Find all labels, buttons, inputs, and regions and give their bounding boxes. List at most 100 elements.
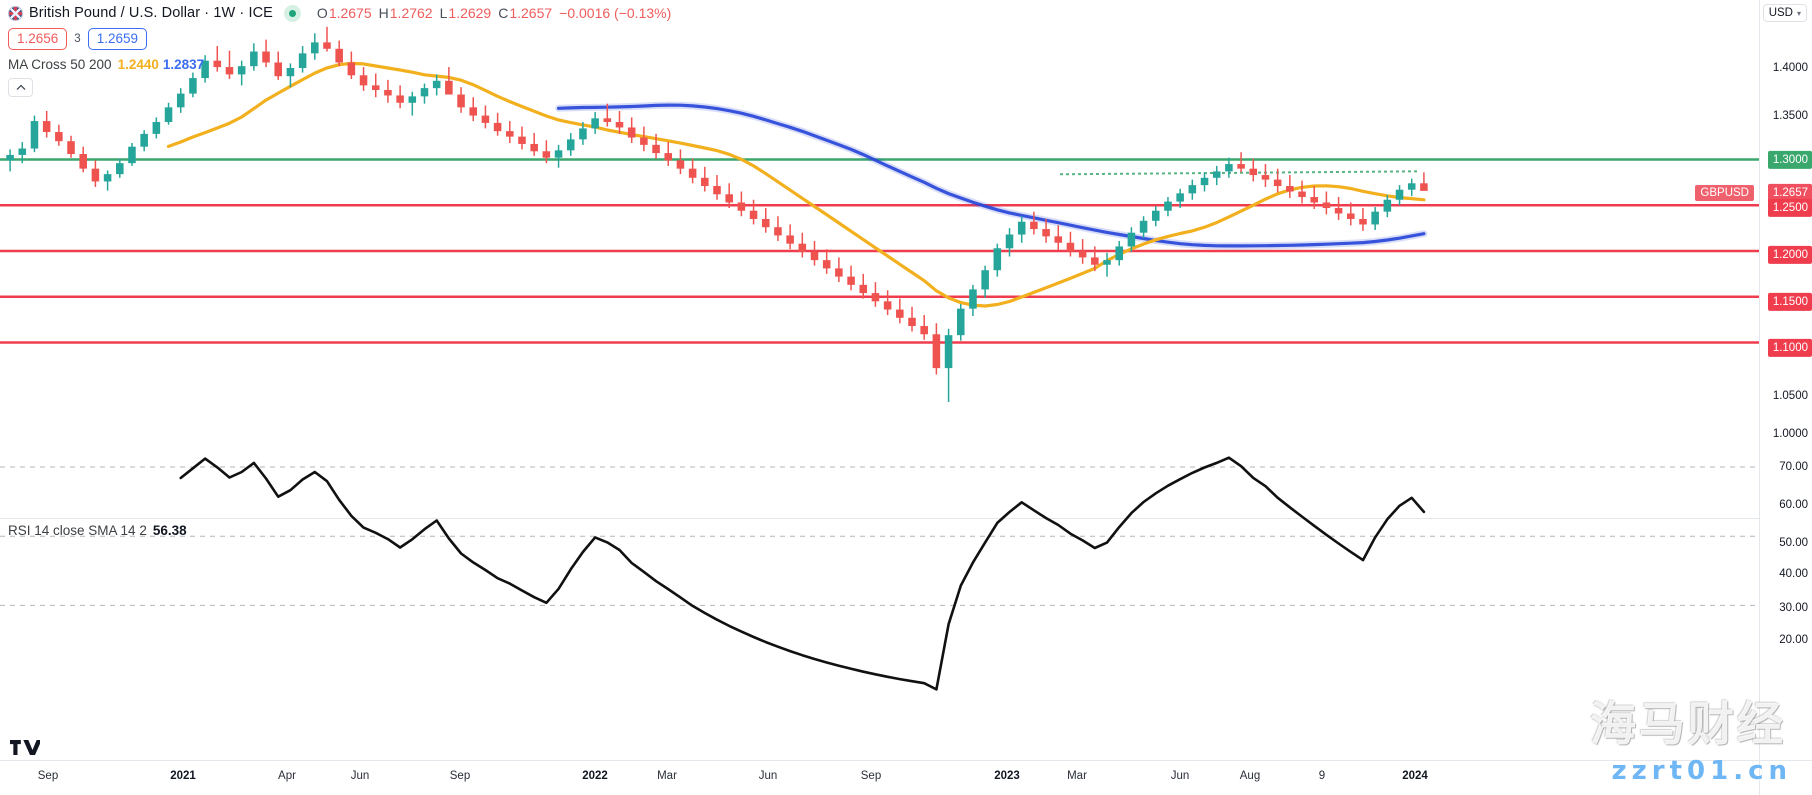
candle-body	[67, 141, 75, 155]
currency-selector[interactable]: USD ▾	[1762, 4, 1807, 22]
candle-body	[1395, 189, 1404, 200]
time-axis-tick: 9	[1318, 770, 1326, 782]
candle-body	[542, 151, 551, 158]
price-axis-tick: 60.00	[1779, 499, 1808, 511]
time-axis-tick: Mar	[657, 770, 677, 782]
price-axis-tick: 20.00	[1779, 634, 1808, 646]
open-label: O	[316, 5, 328, 21]
candle-body	[1005, 234, 1014, 249]
candle-body	[1103, 260, 1111, 265]
candle-body	[140, 133, 148, 147]
candle-body	[1212, 171, 1221, 178]
time-axis-separator	[1759, 761, 1760, 795]
candle-body	[993, 248, 1002, 271]
ma-slow-value: 1.2837	[162, 57, 205, 72]
candle-body	[274, 62, 283, 77]
candle-body	[506, 131, 514, 137]
candle-body	[18, 148, 27, 155]
price-level-tag[interactable]: 1.3000	[1767, 150, 1812, 170]
time-axis-tick: 2022	[582, 770, 608, 782]
candle-body	[627, 127, 636, 138]
price-level-tag[interactable]: 1.1500	[1767, 292, 1812, 312]
candle-body	[1078, 251, 1087, 258]
candle-body	[30, 121, 39, 149]
candle-body	[347, 62, 356, 76]
candle-body	[652, 144, 660, 154]
candle-body	[835, 268, 843, 277]
rsi-legend[interactable]: RSI 14 close SMA 14 2 56.38	[8, 523, 187, 538]
candle-body	[615, 121, 624, 128]
candle-body	[1151, 210, 1160, 221]
candle-body	[213, 60, 222, 68]
candle-body	[883, 301, 892, 310]
candle-body	[1115, 246, 1123, 261]
time-axis-tick: 2023	[994, 770, 1020, 782]
candle-body	[1322, 202, 1331, 208]
close-value: 1.2657	[509, 5, 553, 21]
candle-body	[371, 85, 380, 90]
low-value: 1.2629	[448, 5, 492, 21]
candle-body	[908, 317, 916, 327]
candle-body	[725, 194, 733, 203]
candle-body	[579, 128, 587, 140]
candle-body	[201, 60, 209, 79]
candle-body	[1164, 201, 1172, 211]
rsi-pane[interactable]	[0, 456, 1759, 760]
ma-fast-line	[166, 61, 1426, 308]
rsi-label: RSI 14 close SMA 14 2	[8, 523, 147, 538]
price-axis[interactable]: 1.4000 1.3500 1.3000 1.2657 1.2500 1.2000 1.15…	[1759, 0, 1812, 760]
candle-body	[286, 68, 295, 77]
price-level-tag[interactable]: 1.2500	[1767, 198, 1812, 218]
candle-body	[701, 177, 709, 187]
time-axis-tick: Mar	[1067, 770, 1087, 782]
collapse-legend-button[interactable]	[8, 78, 33, 97]
market-status-dot-icon[interactable]	[283, 4, 301, 22]
price-pane[interactable]	[0, 0, 1759, 518]
candle-body	[761, 218, 770, 228]
candle-body	[457, 94, 465, 108]
candle-body	[1261, 175, 1270, 180]
candle-body	[1225, 164, 1233, 172]
rsi-pane-canvas	[0, 456, 1759, 691]
high-label: H	[378, 5, 389, 21]
price-level-tag[interactable]: 1.2000	[1767, 245, 1812, 265]
close-label: C	[498, 5, 509, 21]
candle-body	[774, 227, 782, 236]
candle-body	[566, 139, 575, 151]
candle-body	[103, 174, 112, 182]
ma-fast-value: 1.2440	[117, 57, 159, 72]
candle-body	[956, 308, 965, 336]
page-title[interactable]: British Pound / U.S. Dollar · 1W · ICE	[29, 5, 273, 21]
price-axis-tick: 40.00	[1779, 568, 1808, 580]
candle-body	[1273, 179, 1282, 187]
ma-cross-legend[interactable]: MA Cross 50 200 1.2440 1.2837	[8, 57, 671, 72]
candle-body	[396, 95, 404, 103]
candle-body	[262, 51, 270, 63]
current-price-tag[interactable]: 1.2657	[1767, 183, 1812, 203]
candle-body	[128, 146, 136, 164]
candle-body	[335, 48, 343, 63]
time-axis-tick: Sep	[449, 770, 471, 782]
ask-price[interactable]: 1.2659	[87, 27, 147, 51]
tradingview-logo-icon[interactable]	[10, 738, 42, 762]
low-label: L	[439, 5, 448, 21]
candle-body	[1176, 193, 1184, 202]
candle-body	[1383, 199, 1392, 212]
candle-body	[1054, 236, 1063, 243]
candle-body	[225, 67, 234, 75]
price-level-tag[interactable]: 1.1000	[1767, 338, 1812, 358]
candle-body	[640, 137, 648, 145]
chevron-down-icon: ▾	[1796, 8, 1801, 18]
candle-body	[55, 132, 63, 142]
chart-plot-area[interactable]	[0, 0, 1812, 760]
symbol-price-tag: GBPUSD	[1695, 185, 1754, 201]
bid-price[interactable]: 1.2656	[8, 27, 68, 51]
candle-body	[810, 251, 819, 261]
candle-body	[688, 168, 697, 178]
time-axis[interactable]: Sep 2021 Apr Jun Sep 2022 Mar Jun Sep 2023 Mar Jun A…	[0, 760, 1812, 795]
candle-body	[1127, 232, 1136, 247]
candle-body	[1066, 242, 1075, 251]
candle-body	[786, 235, 794, 244]
ohlc-values: O 1.2675 H 1.2762 L 1.2629 C 1.2657 −0.0016 …	[317, 5, 671, 21]
price-axis-tick: 1.3500	[1772, 110, 1808, 122]
